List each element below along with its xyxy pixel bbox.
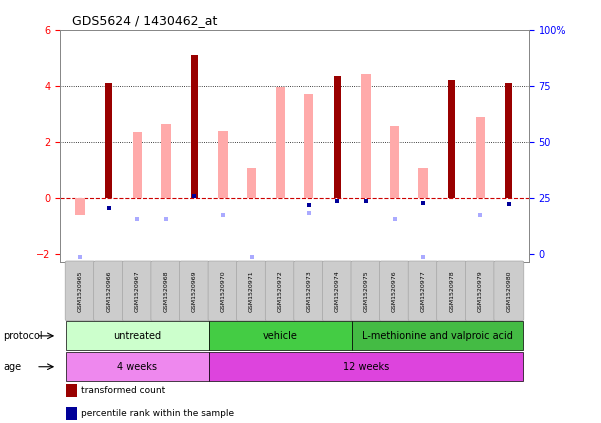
Bar xyxy=(275,87,285,198)
Text: GDS5624 / 1430462_at: GDS5624 / 1430462_at xyxy=(72,14,218,27)
Bar xyxy=(247,168,256,198)
Text: L-methionine and valproic acid: L-methionine and valproic acid xyxy=(362,331,513,341)
Text: GSM1520976: GSM1520976 xyxy=(392,270,397,312)
Text: untreated: untreated xyxy=(113,331,161,341)
Text: GSM1520974: GSM1520974 xyxy=(335,270,340,312)
Text: GSM1520978: GSM1520978 xyxy=(449,270,454,312)
Text: percentile rank within the sample: percentile rank within the sample xyxy=(81,409,234,418)
Text: GSM1520967: GSM1520967 xyxy=(135,270,140,312)
Bar xyxy=(361,74,371,198)
Text: GSM1520969: GSM1520969 xyxy=(192,270,197,312)
Text: GSM1520966: GSM1520966 xyxy=(106,270,111,312)
Text: GSM1520968: GSM1520968 xyxy=(163,270,168,312)
Bar xyxy=(448,80,456,198)
Text: GSM1520977: GSM1520977 xyxy=(421,270,426,312)
Text: 4 weeks: 4 weeks xyxy=(117,362,157,372)
Text: GSM1520980: GSM1520980 xyxy=(507,270,511,312)
Text: GSM1520965: GSM1520965 xyxy=(78,270,82,312)
Bar xyxy=(334,76,341,198)
Text: transformed count: transformed count xyxy=(81,386,165,395)
Text: vehicle: vehicle xyxy=(263,331,297,341)
Bar xyxy=(105,83,112,198)
Bar xyxy=(161,124,171,198)
Text: GSM1520971: GSM1520971 xyxy=(249,270,254,312)
Text: GSM1520972: GSM1520972 xyxy=(278,270,282,312)
Text: age: age xyxy=(3,362,21,372)
Text: protocol: protocol xyxy=(3,331,43,341)
Bar xyxy=(218,131,228,198)
Text: GSM1520970: GSM1520970 xyxy=(221,270,225,312)
Bar xyxy=(76,198,85,214)
Text: 12 weeks: 12 weeks xyxy=(343,362,389,372)
Bar xyxy=(304,94,314,198)
Text: GSM1520973: GSM1520973 xyxy=(307,270,311,312)
Bar xyxy=(390,126,399,198)
Bar xyxy=(475,116,485,198)
Bar xyxy=(191,55,198,198)
Text: GSM1520979: GSM1520979 xyxy=(478,270,483,312)
Text: GSM1520975: GSM1520975 xyxy=(364,270,368,312)
Bar xyxy=(505,83,513,198)
Bar xyxy=(133,132,142,198)
Bar xyxy=(418,168,428,198)
